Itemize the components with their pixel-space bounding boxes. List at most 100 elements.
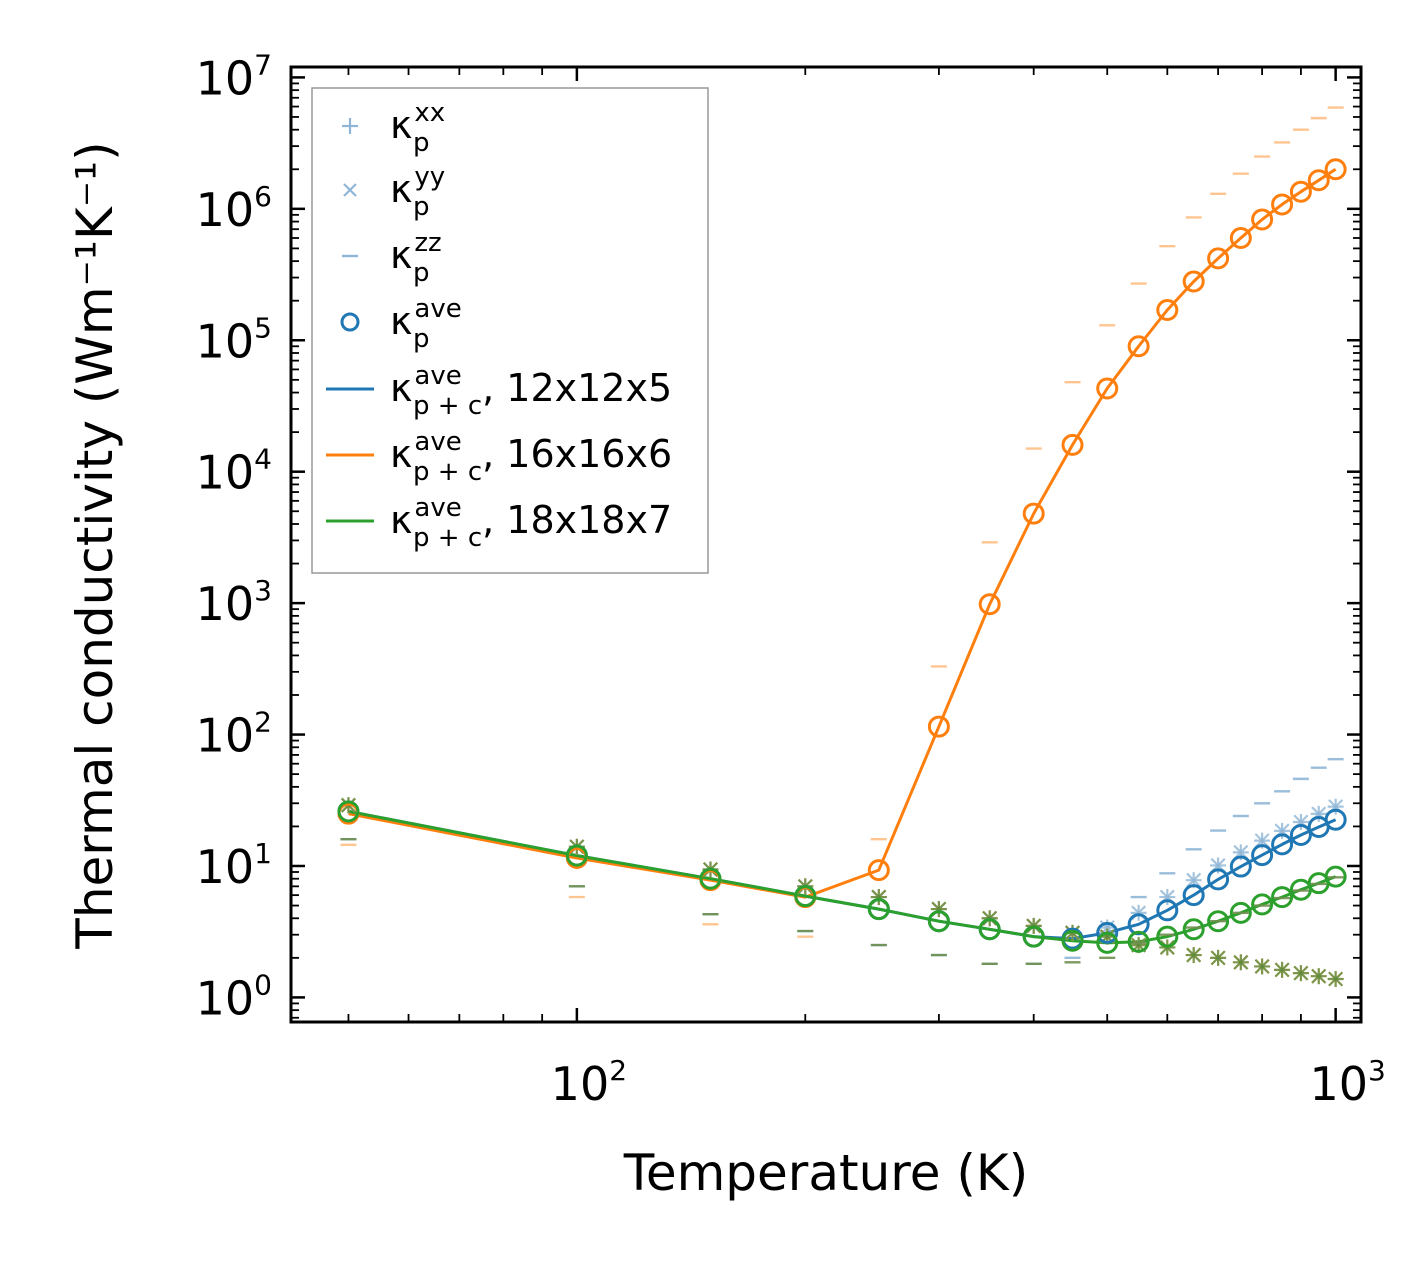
marker-kyy-18x18x7: [1210, 950, 1226, 966]
marker-ave-16x16x6: [1127, 335, 1150, 358]
marker-kyy-18x18x7: [1328, 971, 1344, 987]
axis-tick-labels: 100 101 102 103 104 105 106 107 102 103: [196, 48, 1386, 1111]
marker-ave-18x18x7: [1251, 893, 1274, 916]
marker-ave-18x18x7: [1096, 931, 1119, 954]
marker-ave-18x18x7: [1271, 886, 1294, 909]
marker-ave-16x16x6: [1156, 298, 1179, 321]
marker-ave-16x16x6: [978, 593, 1001, 616]
marker-ave-16x16x6: [1061, 433, 1084, 456]
marker-ave-12x12x5: [1156, 899, 1179, 922]
marker-kyy-18x18x7: [1064, 925, 1081, 941]
marker-kyy-18x18x7: [1254, 958, 1270, 974]
legend-marker: [340, 312, 360, 332]
marker-kyy-18x18x7: [1274, 962, 1290, 978]
marker-stroke: [1186, 872, 1202, 888]
marker-stroke: [1210, 950, 1226, 966]
legend-item: κzz p: [342, 228, 442, 288]
marker-ave-16x16x6: [1307, 169, 1330, 192]
marker-ave-16x16x6: [1251, 208, 1274, 231]
marker-ave-16x16x6: [1324, 158, 1347, 181]
marker-kyy-18x18x7: [1186, 947, 1202, 963]
legend-item: κyy p: [343, 162, 445, 222]
legend-label: κyy p: [390, 162, 445, 222]
marker-ave-16x16x6: [1271, 193, 1294, 216]
legend-item: κxx p: [342, 98, 445, 158]
x-axis-title: Temperature (K): [623, 1144, 1028, 1202]
marker-ave-18x18x7: [1061, 929, 1084, 952]
y-tick-label: 101: [196, 837, 272, 894]
marker-kyy-12x12x5: [1186, 872, 1202, 888]
marker-stroke: [1254, 958, 1270, 974]
y-axis-title: Thermal conductivity (Wm⁻¹K⁻¹): [66, 141, 124, 949]
legend-item: κave p: [340, 294, 462, 354]
marker-ave-18x18x7: [867, 898, 890, 921]
marker-ave-12x12x5: [1182, 884, 1205, 907]
y-tick-label: 107: [196, 48, 272, 105]
marker-ave-18x18x7: [1207, 910, 1230, 933]
legend-box: [311, 87, 709, 574]
marker-ave-18x18x7: [794, 885, 817, 908]
marker-ave-18x18x7: [337, 800, 360, 823]
marker-kyy-18x18x7: [1233, 954, 1249, 970]
marker-ave-12x12x5: [1251, 844, 1274, 867]
marker-stroke: [1328, 971, 1344, 987]
marker-stroke: [343, 183, 357, 197]
marker-kyy-18x18x7: [1293, 965, 1309, 981]
marker-ave-18x18x7: [1156, 925, 1179, 948]
y-tick-label: 106: [196, 180, 272, 237]
legend-label: κave p + c, 16x16x6: [390, 427, 672, 487]
marker-ave-18x18x7: [927, 910, 950, 933]
legend-label: κave p: [390, 294, 462, 354]
y-tick-label: 104: [196, 443, 272, 500]
marker-ave-16x16x6: [1289, 180, 1312, 203]
marker-ave-12x12x5: [1096, 921, 1119, 944]
y-tick-label: 102: [196, 706, 272, 763]
marker-ave-16x16x6: [1022, 502, 1045, 525]
legend-item: κave p + c, 12x12x5: [326, 361, 672, 421]
axis-ticks: [291, 67, 1361, 1022]
legend-label: κave p + c, 12x12x5: [390, 361, 672, 421]
marker-ave-12x12x5: [1229, 855, 1252, 878]
legend-label: κzz p: [390, 228, 442, 288]
marker-ave-12x12x5: [1207, 868, 1230, 891]
marker-ave-18x18x7: [1022, 925, 1045, 948]
marker-ave-18x18x7: [565, 844, 588, 867]
marker-ave-18x18x7: [699, 867, 722, 890]
y-tick-label: 105: [196, 311, 272, 368]
marker-ave-18x18x7: [1127, 930, 1150, 953]
legend-marker: [343, 183, 357, 197]
y-tick-label: 103: [196, 574, 272, 631]
marker-stroke: [1274, 962, 1290, 978]
x-tick-label: 103: [1309, 1054, 1385, 1111]
marker-stroke: [1293, 965, 1309, 981]
marker-ave-18x18x7: [1229, 901, 1252, 924]
legend-item: κave p + c, 16x16x6: [326, 427, 672, 487]
marker-ave-18x18x7: [1182, 918, 1205, 941]
marker-stroke: [1311, 968, 1327, 984]
marker-ave-16x16x6: [1096, 377, 1119, 400]
marker-ave-18x18x7: [978, 918, 1001, 941]
legend-item: κave p + c, 18x18x7: [326, 493, 672, 553]
marker-ave-16x16x6: [867, 859, 890, 882]
marker-ave-16x16x6: [1229, 226, 1252, 249]
y-tick-label: 100: [196, 968, 272, 1025]
series-line-16x16x6: [348, 168, 1337, 899]
marker-stroke: [1064, 925, 1081, 941]
marker-kyy-18x18x7: [1311, 968, 1327, 984]
marker-ave-16x16x6: [927, 715, 950, 738]
marker-stroke: [1186, 947, 1202, 963]
marker-ave-12x12x5: [1127, 913, 1150, 936]
marker-stroke: [1233, 954, 1249, 970]
marker-ave-18x18x7: [1324, 865, 1347, 888]
x-tick-label: 102: [551, 1054, 627, 1111]
marker-ave-12x12x5: [1289, 824, 1312, 847]
legend-marker: [342, 118, 358, 134]
marker-ave-12x12x5: [1324, 808, 1347, 831]
marker-ave-16x16x6: [1207, 247, 1230, 270]
marker-ave-12x12x5: [1271, 833, 1294, 856]
legend-label: κxx p: [390, 98, 445, 158]
marker-ave-16x16x6: [1182, 270, 1205, 293]
legend-label: κave p + c, 18x18x7: [390, 493, 672, 553]
